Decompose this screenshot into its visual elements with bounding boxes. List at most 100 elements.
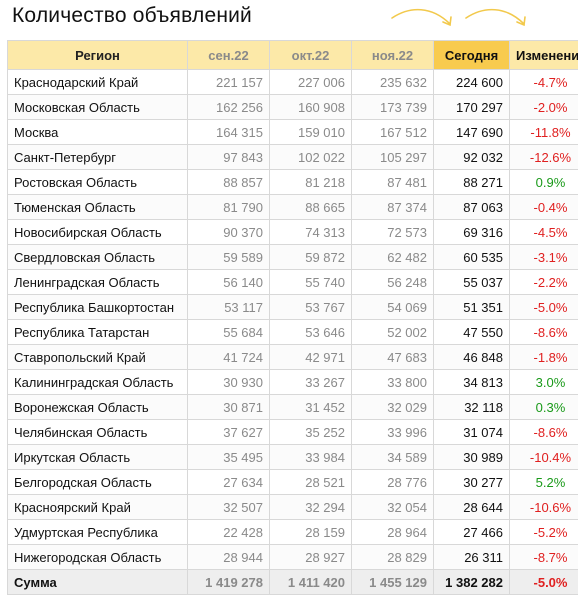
table-row: Калининградская Область 30 930 33 267 33 80…: [7, 369, 578, 395]
header-month-2[interactable]: окт.22: [269, 40, 352, 70]
cell-month-1: 30 930: [187, 369, 270, 395]
cell-month-1: 55 684: [187, 319, 270, 345]
cell-today: 30 277: [433, 469, 510, 495]
cell-today: 92 032: [433, 144, 510, 170]
table-row: Краснодарский Край 221 157 227 006 235 632 2…: [7, 69, 578, 95]
cell-month-2: 160 908: [269, 94, 352, 120]
header-change[interactable]: Изменение: [509, 40, 578, 70]
cell-today: 224 600: [433, 69, 510, 95]
cell-change: -8.7%: [509, 544, 578, 570]
cell-today: 170 297: [433, 94, 510, 120]
cell-month-1: 164 315: [187, 119, 270, 145]
cell-month-3: 72 573: [351, 219, 434, 245]
cell-month-1: 28 944: [187, 544, 270, 570]
cell-region: Свердловская Область: [7, 244, 188, 270]
header-month-3[interactable]: ноя.22: [351, 40, 434, 70]
table-row: Белгородская Область 27 634 28 521 28 776 30…: [7, 469, 578, 495]
cell-today: 55 037: [433, 269, 510, 295]
cell-change: -4.5%: [509, 219, 578, 245]
cell-month-2: 33 984: [269, 444, 352, 470]
cell-month-1: 53 117: [187, 294, 270, 320]
table-row: Новосибирская Область 90 370 74 313 72 573 6…: [7, 219, 578, 245]
cell-today: 34 813: [433, 369, 510, 395]
header-month-1[interactable]: сен.22: [187, 40, 270, 70]
cell-region: Новосибирская Область: [7, 219, 188, 245]
cell-today: 27 466: [433, 519, 510, 545]
cell-month-2: 42 971: [269, 344, 352, 370]
header-region[interactable]: Регион: [7, 40, 188, 70]
cell-month-3: 32 029: [351, 394, 434, 420]
cell-month-3: 87 374: [351, 194, 434, 220]
cell-month-1: 162 256: [187, 94, 270, 120]
cell-today: 60 535: [433, 244, 510, 270]
table-row: Ростовская Область 88 857 81 218 87 481 88 2…: [7, 169, 578, 195]
cell-month-3: 47 683: [351, 344, 434, 370]
table-row: Тюменская Область 81 790 88 665 87 374 87 06…: [7, 194, 578, 220]
table-row: Свердловская Область 59 589 59 872 62 482 60…: [7, 244, 578, 270]
total-month-1: 1 419 278: [187, 569, 270, 595]
cell-month-1: 27 634: [187, 469, 270, 495]
table-body: Краснодарский Край 221 157 227 006 235 632 2…: [7, 69, 578, 570]
cell-region: Иркутская Область: [7, 444, 188, 470]
cell-month-2: 31 452: [269, 394, 352, 420]
cell-month-1: 56 140: [187, 269, 270, 295]
cell-change: -0.4%: [509, 194, 578, 220]
table-header-row: Регион сен.22 окт.22 ноя.22 Сегодня Изме…: [7, 40, 578, 70]
cell-change: -8.6%: [509, 419, 578, 445]
cell-month-3: 56 248: [351, 269, 434, 295]
total-month-2: 1 411 420: [269, 569, 352, 595]
cell-month-2: 59 872: [269, 244, 352, 270]
cell-month-1: 37 627: [187, 419, 270, 445]
cell-month-3: 32 054: [351, 494, 434, 520]
cell-month-1: 90 370: [187, 219, 270, 245]
cell-month-2: 35 252: [269, 419, 352, 445]
cell-today: 26 311: [433, 544, 510, 570]
cell-today: 147 690: [433, 119, 510, 145]
cell-change: -12.6%: [509, 144, 578, 170]
cell-month-3: 28 776: [351, 469, 434, 495]
cell-month-3: 167 512: [351, 119, 434, 145]
cell-change: -5.2%: [509, 519, 578, 545]
cell-month-2: 28 159: [269, 519, 352, 545]
header-today[interactable]: Сегодня: [433, 40, 510, 70]
cell-region: Воронежская Область: [7, 394, 188, 420]
cell-today: 47 550: [433, 319, 510, 345]
cell-region: Нижегородская Область: [7, 544, 188, 570]
cell-change: -4.7%: [509, 69, 578, 95]
cell-month-2: 53 646: [269, 319, 352, 345]
cell-today: 32 118: [433, 394, 510, 420]
cell-month-2: 74 313: [269, 219, 352, 245]
cell-month-3: 28 829: [351, 544, 434, 570]
cell-change: -2.2%: [509, 269, 578, 295]
cell-month-3: 62 482: [351, 244, 434, 270]
table-row: Ленинградская Область 56 140 55 740 56 248 5…: [7, 269, 578, 295]
cell-month-2: 28 521: [269, 469, 352, 495]
cell-region: Удмуртская Республика: [7, 519, 188, 545]
cell-month-3: 28 964: [351, 519, 434, 545]
cell-month-1: 32 507: [187, 494, 270, 520]
cell-change: -10.6%: [509, 494, 578, 520]
cell-region: Московская Область: [7, 94, 188, 120]
cell-month-3: 87 481: [351, 169, 434, 195]
table-row: Москва 164 315 159 010 167 512 147 690 -11.8%: [7, 119, 578, 145]
listings-table: Регион сен.22 окт.22 ноя.22 Сегодня Изме…: [7, 40, 578, 595]
cell-change: -11.8%: [509, 119, 578, 145]
cell-today: 51 351: [433, 294, 510, 320]
cell-month-3: 54 069: [351, 294, 434, 320]
cell-today: 30 989: [433, 444, 510, 470]
cell-month-3: 52 002: [351, 319, 434, 345]
total-label: Сумма: [7, 569, 188, 595]
total-month-3: 1 455 129: [351, 569, 434, 595]
cell-month-2: 102 022: [269, 144, 352, 170]
cell-region: Челябинская Область: [7, 419, 188, 445]
cell-month-1: 81 790: [187, 194, 270, 220]
table-row: Республика Татарстан 55 684 53 646 52 002 47…: [7, 319, 578, 345]
cell-today: 88 271: [433, 169, 510, 195]
cell-today: 87 063: [433, 194, 510, 220]
table-row: Красноярский Край 32 507 32 294 32 054 28 64…: [7, 494, 578, 520]
cell-month-3: 105 297: [351, 144, 434, 170]
table-row: Удмуртская Республика 22 428 28 159 28 964 2…: [7, 519, 578, 545]
table-row: Воронежская Область 30 871 31 452 32 029 32 …: [7, 394, 578, 420]
table-row: Челябинская Область 37 627 35 252 33 996 31 …: [7, 419, 578, 445]
cell-month-3: 34 589: [351, 444, 434, 470]
